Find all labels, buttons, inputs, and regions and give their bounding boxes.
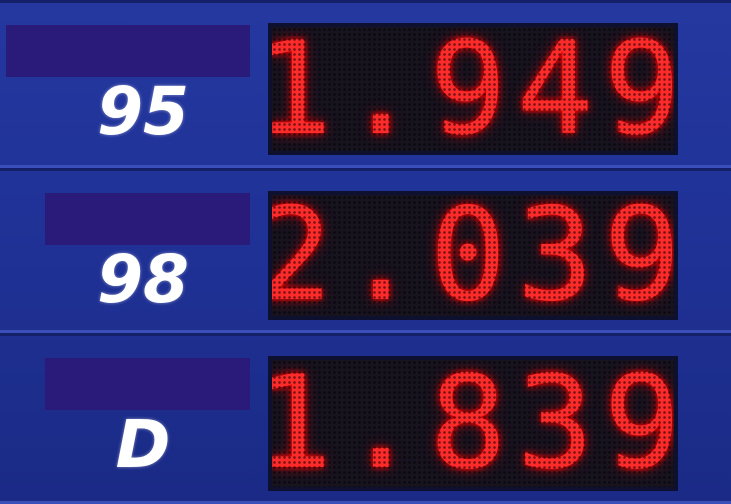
fuel-label: D — [115, 406, 171, 483]
label-plate — [45, 193, 250, 245]
led-dots — [272, 27, 674, 151]
led-dots — [272, 360, 674, 487]
fuel-row: 98 2.039 — [0, 168, 731, 333]
fuel-label: 98 — [97, 241, 189, 318]
label-plate — [45, 358, 250, 410]
fuel-label: 95 — [97, 73, 189, 150]
fuel-row: 95 1.949 — [0, 0, 731, 168]
fuel-row: D 1.839 — [0, 333, 731, 504]
led-display: 2.039 — [268, 191, 678, 320]
led-display: 1.839 — [268, 356, 678, 491]
label-plate — [6, 25, 250, 77]
led-display: 1.949 — [268, 23, 678, 155]
led-dots — [272, 195, 674, 316]
